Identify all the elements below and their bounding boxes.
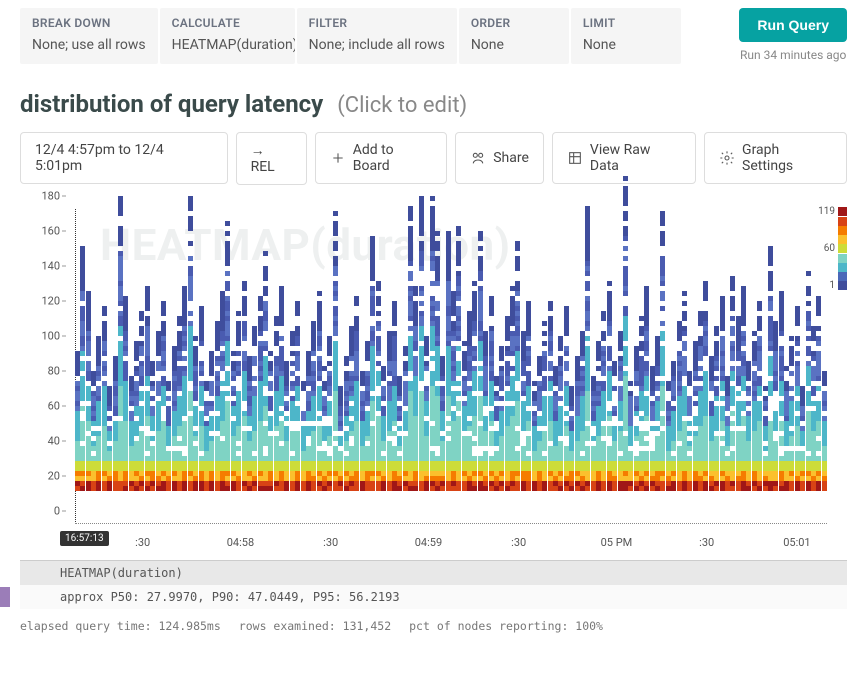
summary-stats: approx P50: 27.9970, P90: 47.0449, P95: …	[60, 590, 400, 604]
order-cell[interactable]: ORDER None	[459, 8, 569, 64]
limit-value: None	[583, 36, 669, 55]
pct-reporting: pct of nodes reporting: 100%	[409, 619, 603, 633]
graph-settings-button[interactable]: Graph Settings	[704, 132, 847, 184]
filter-cell[interactable]: FILTER None; include all rows	[297, 8, 457, 64]
plus-icon	[330, 150, 346, 166]
elapsed-time: elapsed query time: 124.985ms	[20, 619, 221, 633]
calculate-cell[interactable]: CALCULATE HEATMAP(duration)	[160, 8, 295, 64]
order-label: ORDER	[471, 16, 557, 30]
calculate-value: HEATMAP(duration)	[172, 36, 283, 55]
filter-label: FILTER	[309, 16, 445, 30]
timerange-picker[interactable]: 12/4 4:57pm to 12/4 5:01pm	[20, 132, 228, 184]
x-axis: :3004:58:3004:59:3005 PM:3005:01	[75, 532, 827, 554]
edit-hint[interactable]: (Click to edit)	[337, 93, 467, 118]
breakdown-value: None; use all rows	[32, 36, 146, 55]
table-icon	[567, 150, 583, 166]
summary-row[interactable]: approx P50: 27.9970, P90: 47.0449, P95: …	[20, 585, 847, 609]
rows-examined: rows examined: 131,452	[239, 619, 391, 633]
summary-header-text: HEATMAP(duration)	[60, 566, 183, 580]
share-button[interactable]: Share	[455, 132, 544, 184]
summary-header: HEATMAP(duration)	[20, 560, 847, 585]
rel-toggle[interactable]: → REL	[236, 132, 307, 185]
cursor-time-badge: 16:57:13	[60, 531, 109, 546]
y-axis: 020406080100120140160180	[20, 209, 68, 524]
share-label: Share	[493, 150, 529, 166]
add-to-board-button[interactable]: Add to Board	[315, 132, 447, 184]
heatmap-chart[interactable]: HEATMAP(duration) 0204060801001201401601…	[20, 199, 847, 554]
graph-settings-label: Graph Settings	[742, 142, 832, 174]
limit-cell[interactable]: LIMIT None	[571, 8, 681, 64]
filter-value: None; include all rows	[309, 36, 445, 55]
add-to-board-label: Add to Board	[353, 142, 432, 174]
toolbar: 12/4 4:57pm to 12/4 5:01pm → REL Add to …	[0, 132, 861, 199]
series-color-chip	[0, 587, 10, 607]
breakdown-cell[interactable]: BREAK DOWN None; use all rows	[20, 8, 158, 64]
plot-area[interactable]	[75, 209, 827, 524]
limit-label: LIMIT	[583, 16, 669, 30]
last-run-text: Run 34 minutes ago	[740, 48, 846, 64]
gear-icon	[719, 150, 735, 166]
footer-stats: elapsed query time: 124.985ms rows exami…	[0, 609, 861, 643]
calculate-label: CALCULATE	[172, 16, 283, 30]
summary-section: HEATMAP(duration) approx P50: 27.9970, P…	[20, 560, 847, 609]
breakdown-label: BREAK DOWN	[32, 16, 146, 30]
share-icon	[470, 150, 486, 166]
view-raw-label: View Raw Data	[590, 142, 681, 174]
order-value: None	[471, 36, 557, 55]
query-builder: BREAK DOWN None; use all rows CALCULATE …	[0, 0, 861, 72]
page-title[interactable]: distribution of query latency	[20, 90, 323, 118]
color-legend: 119601	[818, 207, 847, 291]
run-query-button[interactable]: Run Query	[739, 8, 847, 42]
